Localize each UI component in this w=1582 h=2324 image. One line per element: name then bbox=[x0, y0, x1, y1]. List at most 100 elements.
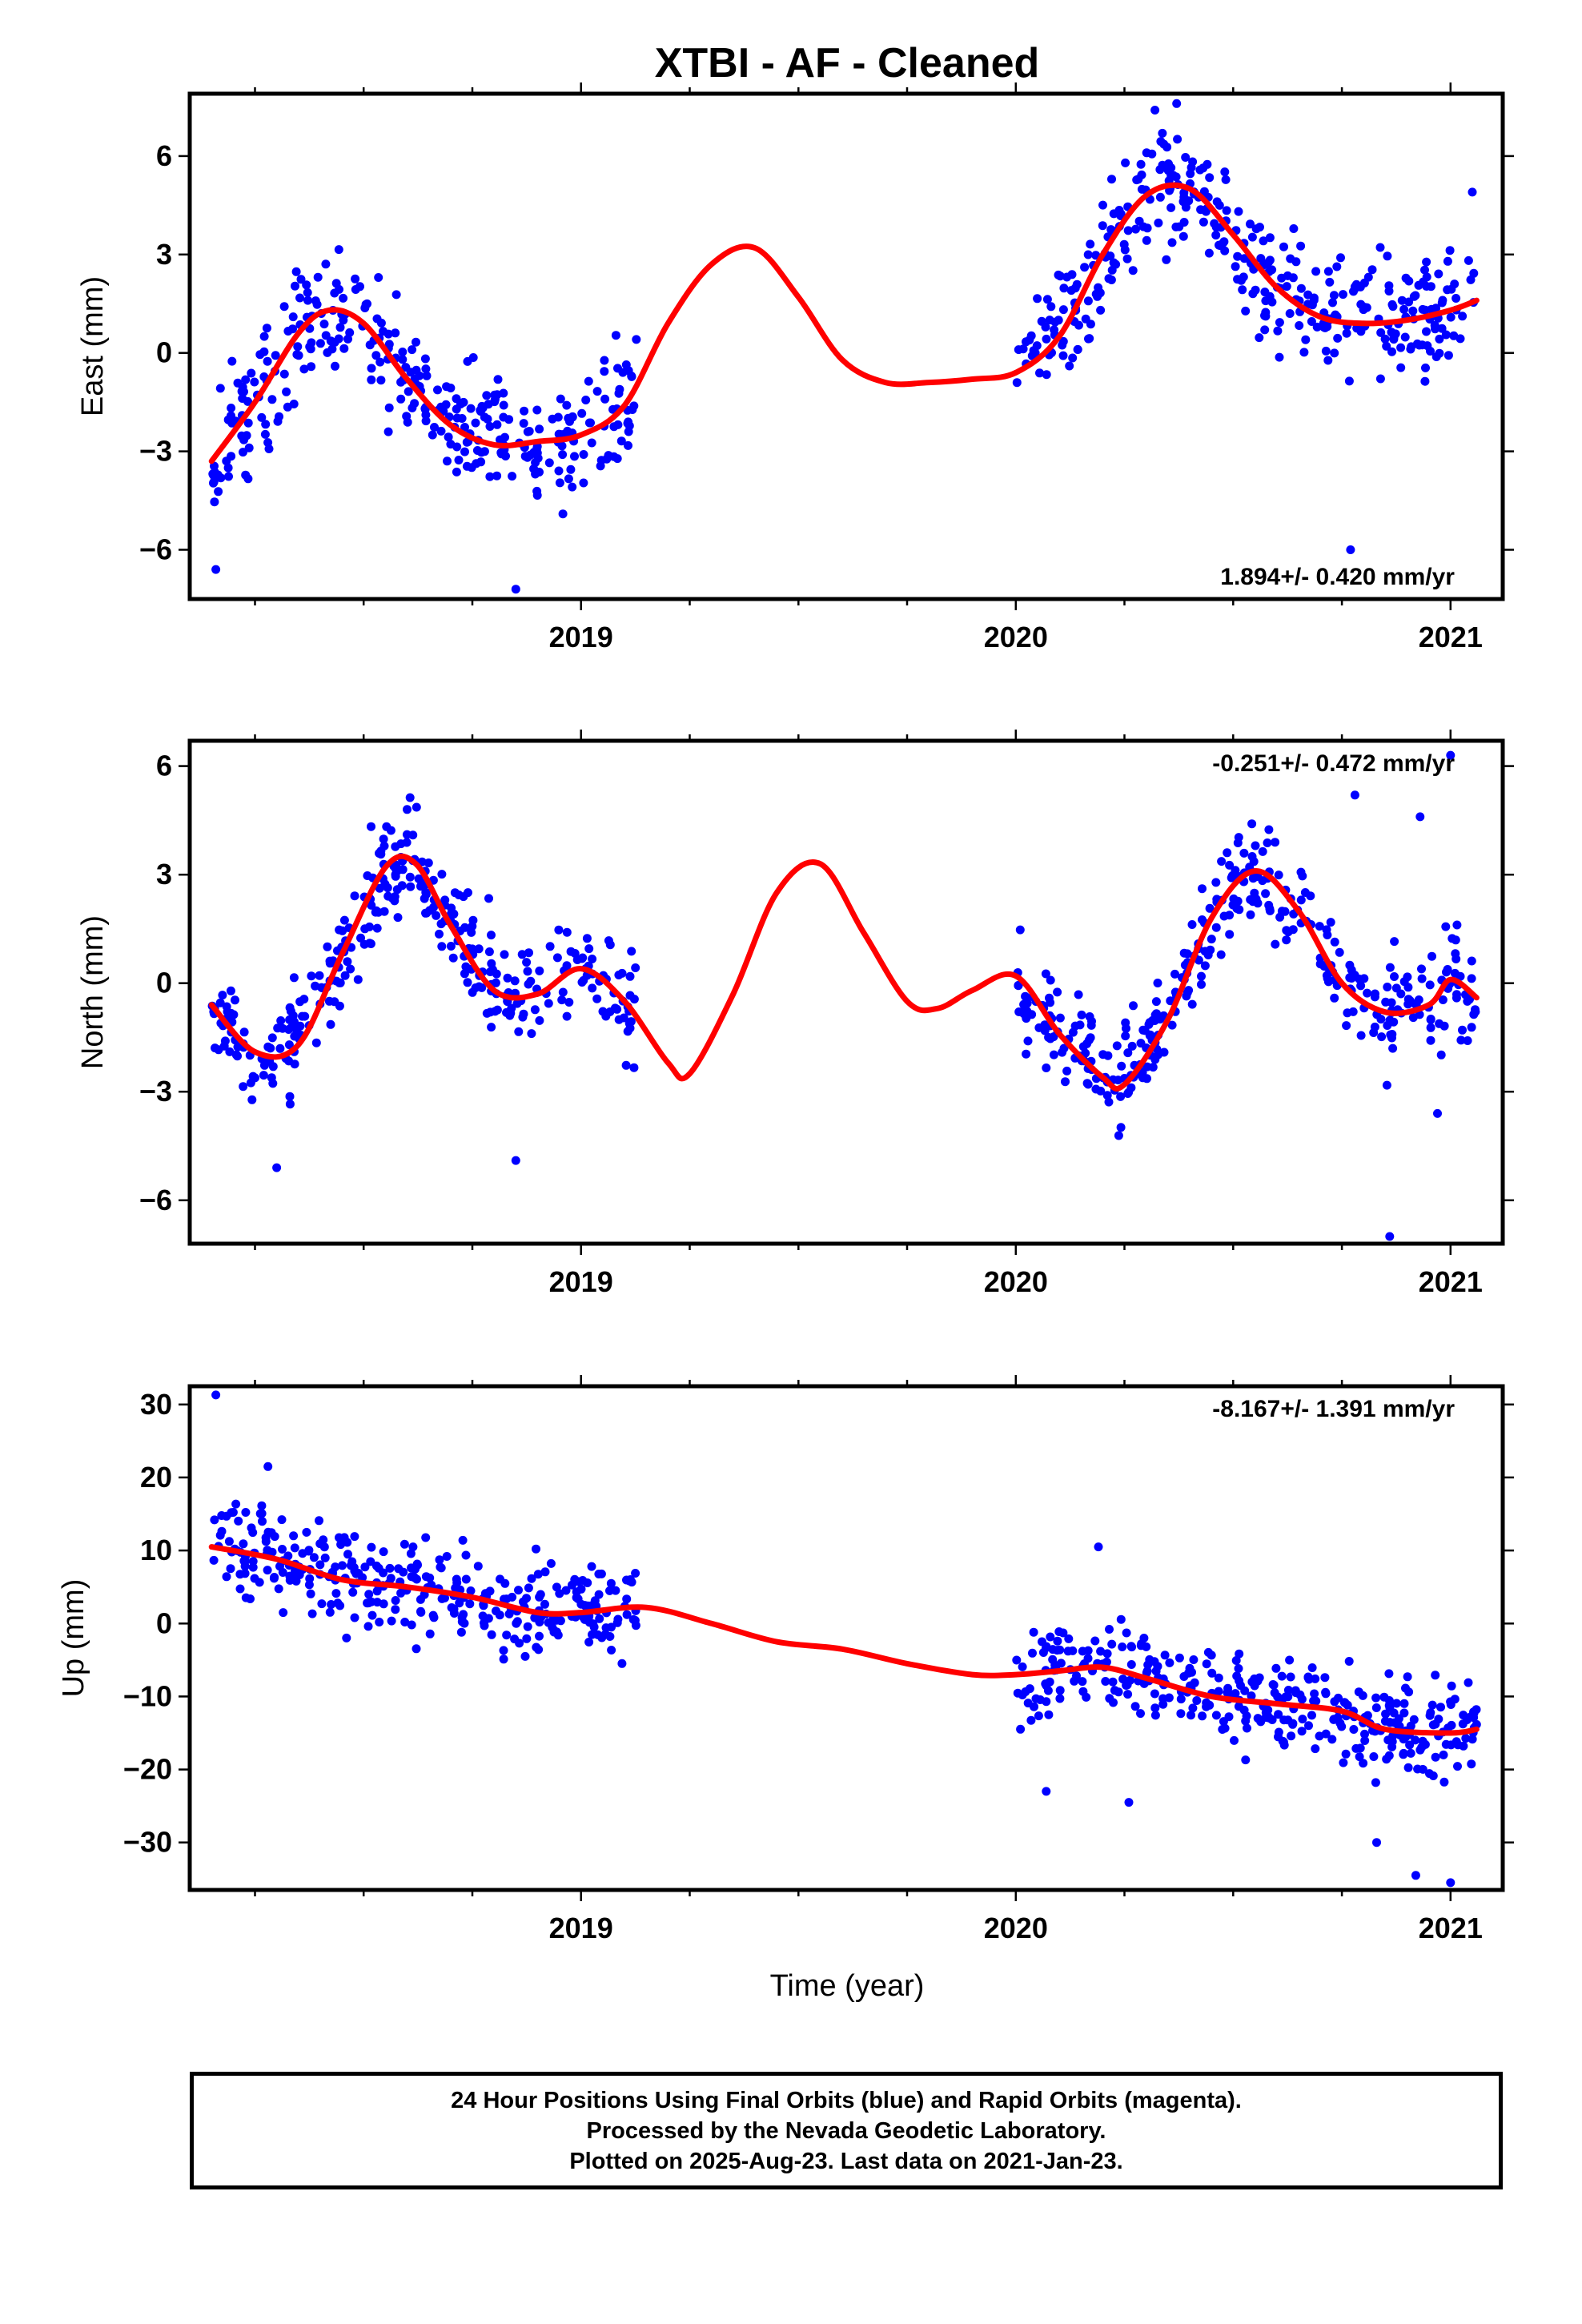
data-point bbox=[1348, 1007, 1358, 1016]
data-point bbox=[617, 968, 627, 978]
data-point bbox=[1083, 1646, 1093, 1655]
data-point bbox=[416, 1594, 425, 1604]
data-point bbox=[1406, 1748, 1415, 1758]
data-point bbox=[295, 293, 304, 303]
data-point bbox=[304, 1580, 314, 1590]
data-point bbox=[1256, 1717, 1266, 1727]
data-point bbox=[533, 1570, 543, 1579]
data-point bbox=[1107, 175, 1116, 184]
data-point bbox=[1387, 1742, 1397, 1751]
data-point bbox=[1381, 997, 1391, 1007]
data-point bbox=[1274, 1732, 1283, 1742]
data-point bbox=[327, 1600, 336, 1609]
data-point bbox=[499, 1655, 508, 1664]
data-point bbox=[436, 426, 446, 436]
data-point bbox=[1101, 1677, 1110, 1686]
data-point bbox=[1145, 1655, 1154, 1664]
data-point bbox=[1360, 1729, 1369, 1739]
data-point bbox=[398, 355, 408, 364]
data-point bbox=[1383, 983, 1392, 991]
data-point bbox=[1418, 1736, 1427, 1746]
data-point bbox=[259, 332, 269, 341]
data-point bbox=[1265, 255, 1275, 265]
data-point bbox=[1123, 226, 1133, 235]
data-point bbox=[240, 1569, 250, 1578]
data-point bbox=[220, 1036, 230, 1046]
data-point bbox=[396, 839, 406, 849]
data-point bbox=[527, 1029, 536, 1039]
data-point bbox=[350, 1613, 359, 1622]
data-point bbox=[1124, 1798, 1134, 1807]
data-point bbox=[231, 1499, 241, 1509]
data-point bbox=[1435, 1019, 1444, 1028]
data-point bbox=[214, 487, 223, 497]
data-point bbox=[298, 1011, 307, 1021]
data-point bbox=[1012, 1655, 1022, 1665]
data-point bbox=[1066, 286, 1076, 296]
data-point bbox=[1081, 1048, 1090, 1058]
x-tick-label: 2020 bbox=[984, 621, 1048, 653]
data-point bbox=[1431, 1671, 1440, 1680]
data-point bbox=[1391, 1699, 1401, 1708]
data-point bbox=[1260, 325, 1270, 335]
data-point bbox=[305, 342, 315, 352]
data-point bbox=[1106, 225, 1116, 235]
data-point bbox=[1150, 1689, 1159, 1699]
data-point bbox=[1350, 282, 1359, 292]
data-point bbox=[396, 394, 406, 404]
data-point bbox=[282, 387, 291, 396]
data-point bbox=[1167, 238, 1177, 247]
data-point bbox=[248, 1528, 258, 1538]
data-point bbox=[1105, 1625, 1114, 1634]
data-point bbox=[1409, 1715, 1419, 1724]
data-point bbox=[1042, 1063, 1051, 1072]
data-point bbox=[1142, 1667, 1152, 1676]
data-point bbox=[406, 1549, 416, 1558]
data-point bbox=[1275, 912, 1285, 922]
data-point bbox=[275, 1043, 285, 1053]
data-point bbox=[210, 468, 219, 476]
x-axis-label: Time (year) bbox=[770, 1969, 925, 2003]
data-point bbox=[425, 1629, 435, 1638]
data-point bbox=[1247, 819, 1257, 829]
data-point bbox=[1261, 296, 1271, 306]
data-point bbox=[1205, 903, 1215, 913]
data-point bbox=[335, 1533, 343, 1542]
data-point bbox=[247, 368, 256, 378]
data-point bbox=[401, 363, 411, 372]
data-point bbox=[1086, 320, 1095, 329]
data-point bbox=[1179, 192, 1189, 202]
data-point bbox=[1464, 1678, 1473, 1687]
data-point bbox=[1022, 999, 1032, 1008]
data-point bbox=[346, 964, 355, 974]
data-point bbox=[1354, 1687, 1363, 1697]
data-point bbox=[425, 1573, 435, 1582]
data-point bbox=[1058, 1047, 1067, 1057]
data-point bbox=[339, 915, 349, 925]
data-point bbox=[492, 471, 502, 480]
data-point bbox=[1186, 169, 1195, 179]
data-point bbox=[553, 1630, 563, 1640]
data-point bbox=[578, 953, 588, 963]
data-point bbox=[1384, 1669, 1394, 1679]
data-point bbox=[1311, 267, 1321, 276]
data-point bbox=[1258, 846, 1267, 856]
data-point bbox=[1311, 1696, 1321, 1706]
data-point bbox=[463, 978, 472, 987]
data-point bbox=[1461, 1734, 1471, 1743]
data-point bbox=[1435, 334, 1444, 344]
data-point bbox=[239, 1539, 248, 1549]
data-point bbox=[1042, 370, 1051, 380]
data-point bbox=[343, 957, 352, 967]
data-point bbox=[1200, 947, 1210, 956]
data-point bbox=[1446, 1697, 1456, 1707]
data-point bbox=[1087, 1016, 1096, 1026]
data-point bbox=[1207, 935, 1216, 944]
data-point bbox=[579, 478, 588, 488]
data-point bbox=[270, 1573, 279, 1582]
data-point bbox=[446, 440, 456, 449]
data-point bbox=[1321, 346, 1331, 356]
data-point bbox=[511, 1156, 520, 1165]
data-point bbox=[1239, 272, 1248, 282]
data-point bbox=[466, 404, 476, 413]
